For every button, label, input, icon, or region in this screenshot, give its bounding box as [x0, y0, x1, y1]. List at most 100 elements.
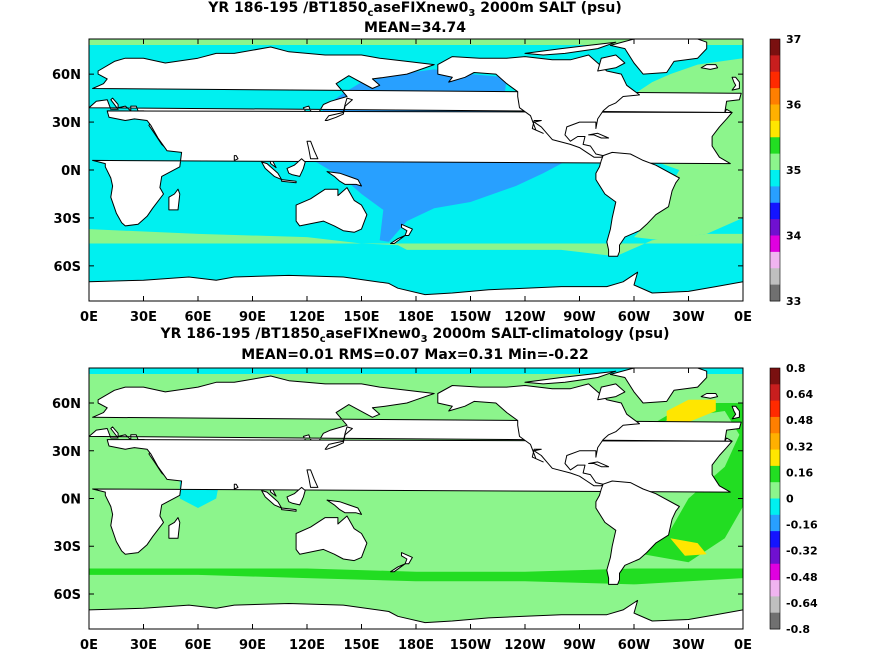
- lon-tick-label: 150W: [450, 310, 491, 325]
- lon-tick-label: 60E: [185, 310, 212, 325]
- land-srilanka: [233, 483, 239, 490]
- land-madagascar: [168, 517, 181, 539]
- colorbar-swatch: [770, 531, 780, 548]
- lon-tick-label: 60W: [618, 310, 650, 325]
- lon-tick-label: 0E: [80, 638, 98, 653]
- colorbar-label: 36: [786, 99, 802, 112]
- land-iceland: [700, 393, 719, 399]
- colorbar-swatch: [770, 219, 780, 236]
- colorbar-swatch: [770, 449, 780, 467]
- lat-tick-label: 60S: [54, 588, 81, 603]
- lon-tick-label: 30W: [672, 310, 704, 325]
- lat-tick-label: 0N: [61, 164, 81, 179]
- colorbar-label: 0.32: [786, 440, 813, 453]
- colorbar-label: -0.8: [786, 623, 810, 636]
- salt-anomaly-map-panel: 0E 30E 60E 90E 120E 150E 180E 150W 120W 90W 60W 30W…: [52, 362, 818, 653]
- lat-tick-label: 30S: [54, 540, 81, 555]
- colorbar-label: 0.8: [786, 362, 806, 375]
- colorbar-label: 0.16: [786, 466, 813, 479]
- lat-tick-label: 0N: [61, 493, 81, 508]
- land-australia: [295, 187, 368, 233]
- colorbar-swatch: [770, 268, 780, 286]
- colorbar-label: 0.48: [786, 414, 813, 427]
- colorbar-frame: [769, 38, 781, 302]
- colorbar-swatch: [770, 284, 780, 302]
- land-arctic_isles: [524, 370, 617, 385]
- lon-tick-label: 0E: [80, 310, 98, 325]
- land-britain: [731, 405, 740, 420]
- land-philippines: [306, 469, 319, 488]
- land-java: [281, 507, 297, 512]
- lon-tick-label: 180E: [398, 310, 434, 325]
- land-southamerica: [595, 151, 680, 257]
- colorbar-label: -0.48: [786, 571, 818, 584]
- lat-tick-label: 60S: [54, 260, 81, 275]
- colorbar-swatch: [770, 120, 780, 138]
- colorbar-swatch: [770, 170, 780, 187]
- map-stats-2: MEAN=0.01 RMS=0.07 Max=0.31 Min=-0.22: [241, 347, 589, 363]
- land-arctic_isles: [524, 41, 617, 56]
- land-australia: [295, 515, 368, 562]
- colorbar-label: 35: [786, 164, 801, 177]
- colorbar-swatch: [770, 235, 780, 253]
- lon-tick-label: 60E: [185, 638, 212, 653]
- lat-tick-label: 60N: [52, 397, 81, 412]
- colorbar-swatch: [770, 202, 780, 220]
- land-greenland: [609, 368, 708, 404]
- land-borneo: [286, 486, 306, 506]
- land-northamerica: [437, 54, 640, 158]
- salt-map-panel: 0E 30E 60E 90E 120E 150E 180E 150W 120W 90W 60W 30W…: [52, 33, 802, 325]
- land-madagascar: [168, 188, 181, 211]
- colorbar-swatch: [770, 55, 780, 73]
- colorbar-label: -0.16: [786, 519, 818, 532]
- colorbar-frame: [769, 367, 781, 630]
- lon-tick-label: 150W: [450, 638, 491, 653]
- land-cuba: [588, 132, 610, 139]
- land-newzealand2: [390, 235, 406, 244]
- map-stats-1: MEAN=34.74: [363, 20, 467, 36]
- atlantic-max: [666, 399, 716, 427]
- lon-tick-label: 0E: [734, 310, 752, 325]
- colorbar-swatch: [770, 88, 780, 105]
- colorbar-swatch: [770, 596, 780, 614]
- map-title-1: YR 186-195 /BT1850caseFIXnew03 2000m SAL…: [208, 0, 622, 19]
- colorbar-swatch: [770, 71, 780, 89]
- lon-tick-label: 180E: [398, 638, 434, 653]
- land-newguinea: [326, 171, 362, 187]
- lon-tick-label: 90E: [239, 310, 266, 325]
- lon-tick-label: 30W: [672, 638, 704, 653]
- land-japan: [324, 426, 353, 450]
- colorbar-swatch: [770, 416, 780, 434]
- colorbar-swatch: [770, 384, 780, 402]
- lon-tick-label: 90W: [563, 638, 595, 653]
- southern-band: [89, 229, 743, 257]
- land-japan: [324, 97, 353, 121]
- colorbar-swatch: [770, 251, 780, 269]
- lon-tick-label: 120W: [504, 638, 545, 653]
- lat-tick-label: 30S: [54, 212, 81, 227]
- land-newzealand2: [390, 563, 406, 573]
- lat-tick-label: 60N: [52, 68, 81, 83]
- colorbar-swatch: [770, 612, 780, 630]
- land-baffin: [597, 383, 626, 401]
- land-srilanka: [233, 155, 239, 161]
- southern-positive-band: [89, 568, 743, 585]
- lat-tick-label: 30N: [52, 445, 81, 460]
- colorbar-swatch: [770, 482, 780, 499]
- lon-tick-label: 30E: [130, 310, 157, 325]
- colorbar-label: -0.32: [786, 545, 818, 558]
- lat-tick-label: 30N: [52, 116, 81, 131]
- colorbar-swatch: [770, 465, 780, 483]
- lon-tick-label: 90E: [239, 638, 266, 653]
- land-antarctica: [89, 271, 743, 301]
- colorbar-label: 37: [786, 33, 801, 46]
- colorbar-swatch: [770, 137, 780, 155]
- colorbar-label: -0.64: [786, 597, 818, 610]
- land-java: [281, 179, 297, 184]
- land-greenland: [609, 39, 708, 75]
- colorbar-label: 0: [786, 493, 794, 506]
- colorbar-swatch: [770, 104, 780, 122]
- colorbar-swatch: [770, 498, 780, 516]
- land-southamerica: [595, 480, 680, 585]
- colorbar-swatch: [770, 400, 780, 418]
